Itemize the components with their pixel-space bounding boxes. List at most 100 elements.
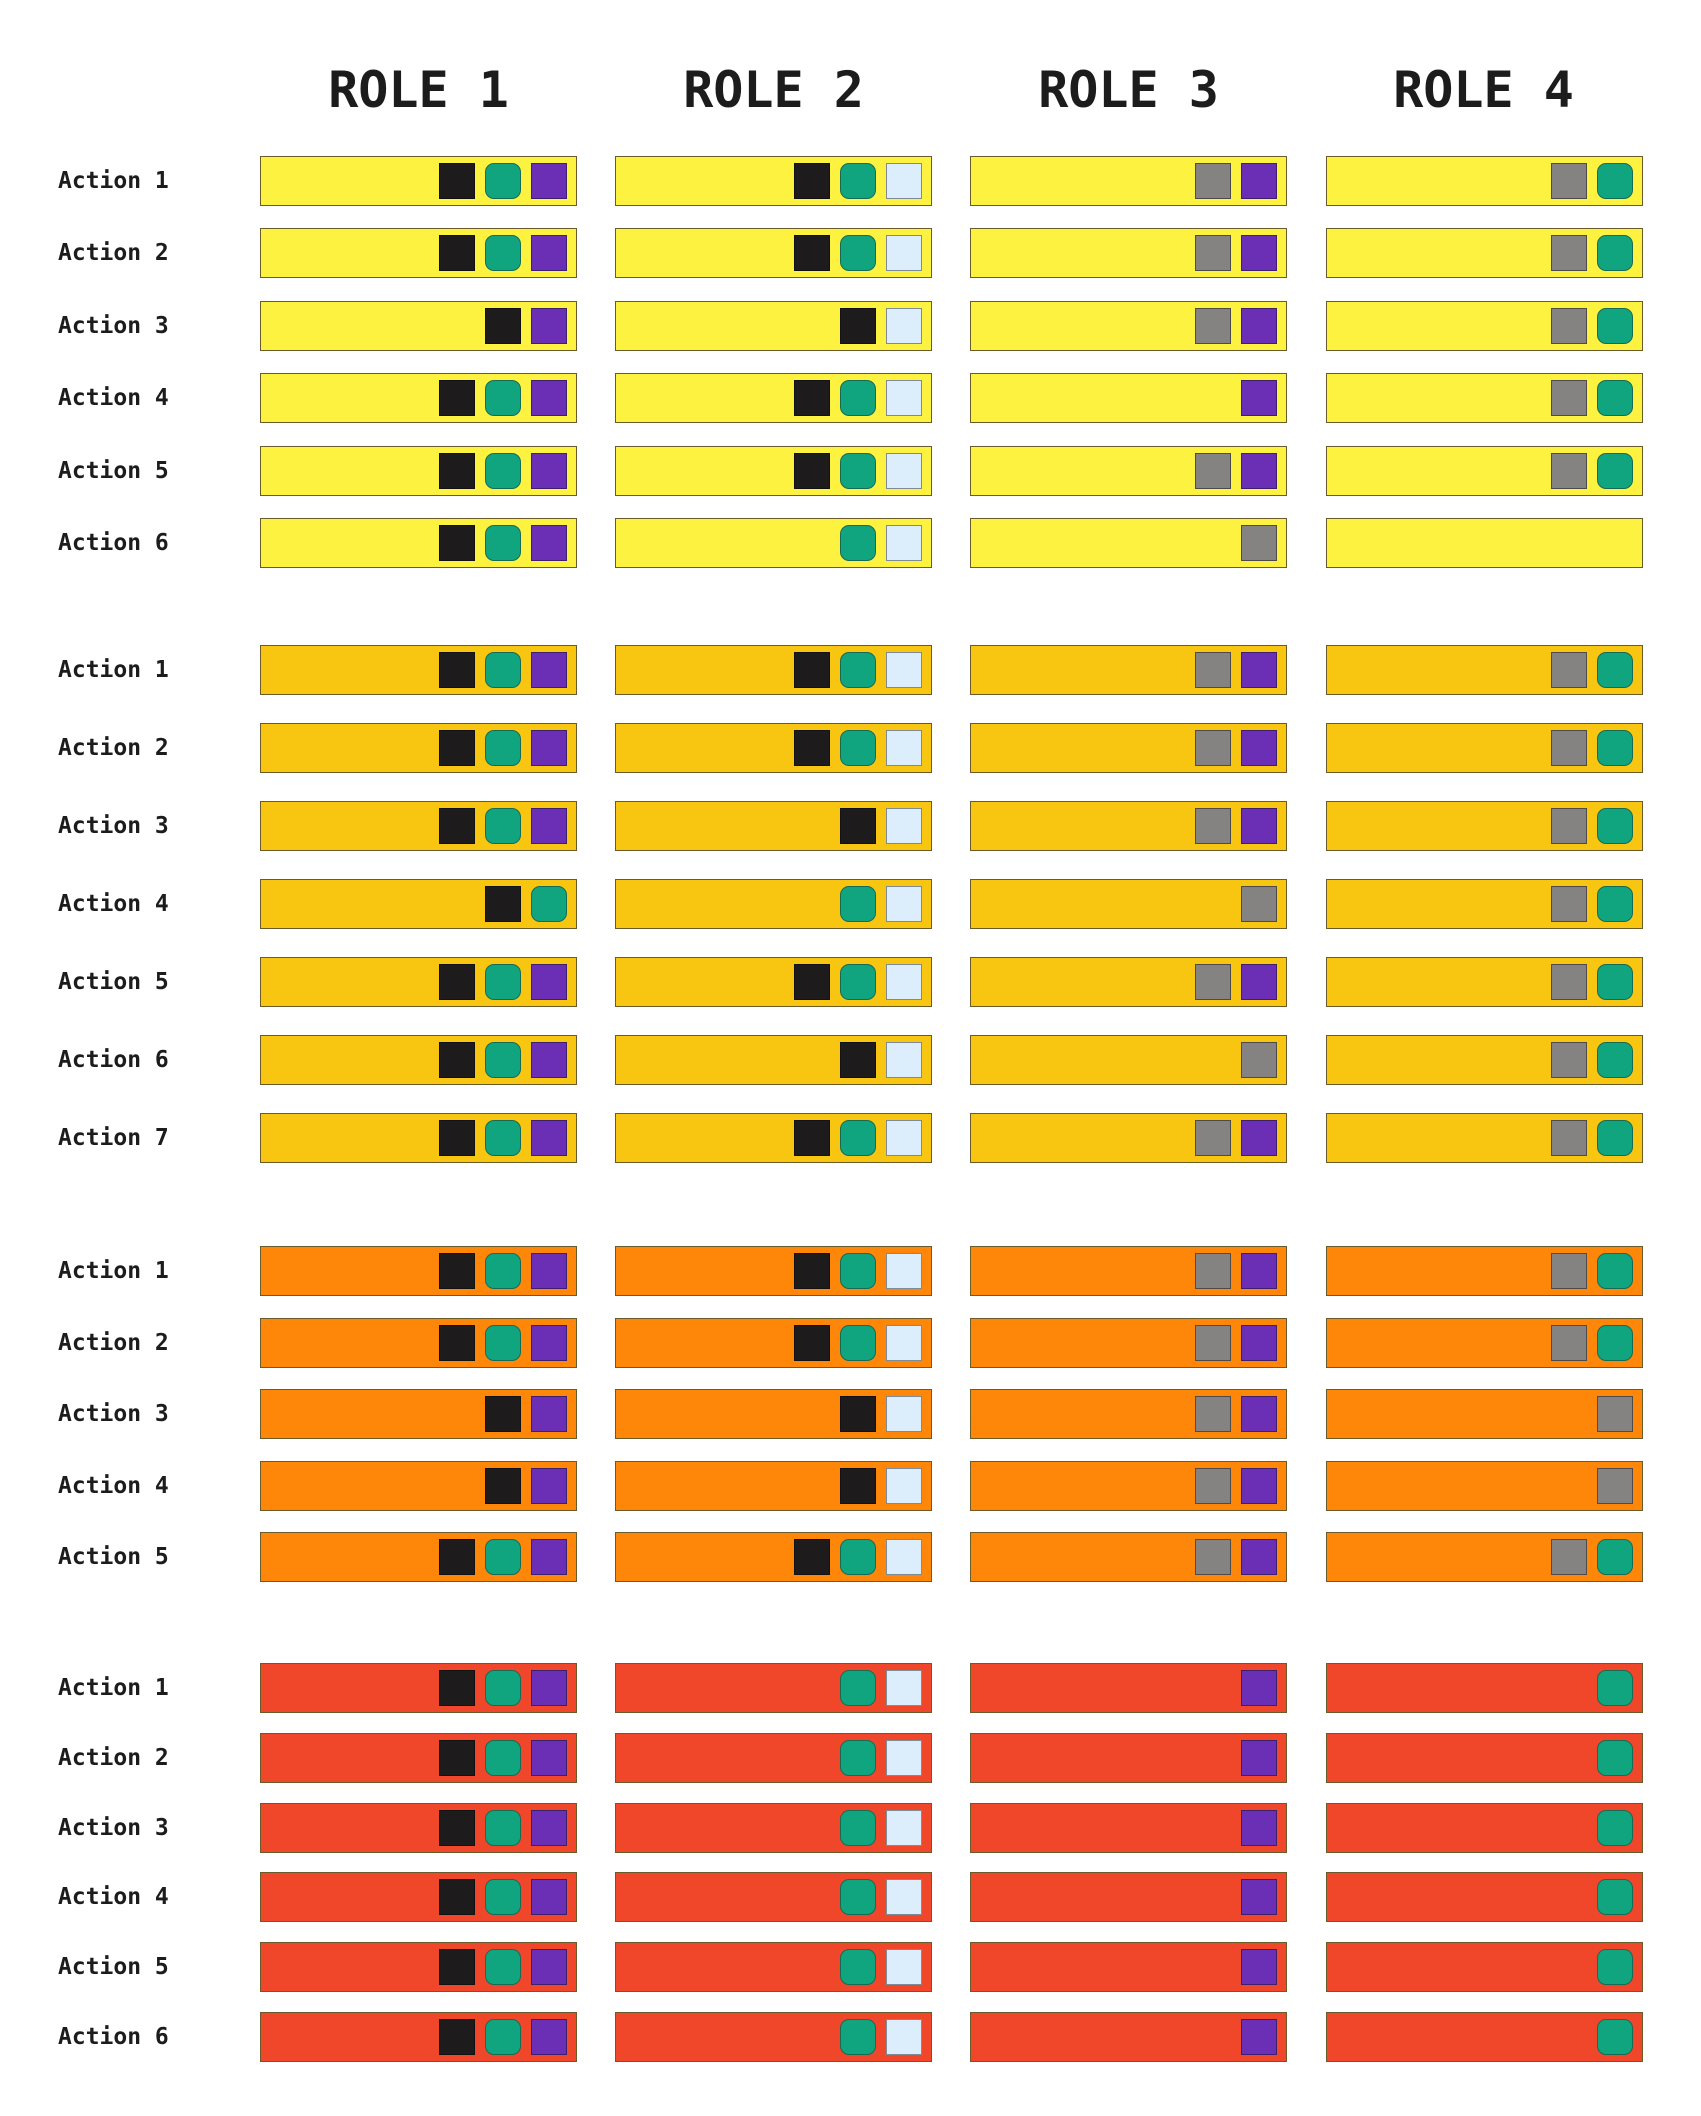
role-3-cell: [970, 1733, 1287, 1783]
light-square-icon: [886, 886, 922, 922]
role-3-cell: [970, 723, 1287, 773]
gray-square-icon: [1195, 308, 1231, 344]
action-label: Action 5: [58, 1544, 169, 1570]
green-square-icon: [1597, 1949, 1633, 1985]
purple-square-icon: [531, 808, 567, 844]
gray-square-icon: [1551, 1539, 1587, 1575]
role-header-2: ROLE 2: [683, 61, 864, 119]
black-square-icon: [439, 964, 475, 1000]
purple-square-icon: [531, 1120, 567, 1156]
green-square-icon: [840, 1670, 876, 1706]
role-2-cell: [615, 1246, 932, 1296]
black-square-icon: [794, 1253, 830, 1289]
gray-square-icon: [1195, 1396, 1231, 1432]
purple-square-icon: [531, 308, 567, 344]
purple-square-icon: [531, 235, 567, 271]
role-2-cell: [615, 801, 932, 851]
green-square-icon: [840, 163, 876, 199]
role-4-cell: [1326, 1803, 1643, 1853]
gray-square-icon: [1551, 380, 1587, 416]
action-label: Action 4: [58, 1884, 169, 1910]
role-3-cell: [970, 1035, 1287, 1085]
light-square-icon: [886, 1468, 922, 1504]
role-header-1: ROLE 1: [328, 61, 509, 119]
role-1-cell: [260, 879, 577, 929]
black-square-icon: [439, 1670, 475, 1706]
light-square-icon: [886, 1396, 922, 1432]
black-square-icon: [439, 1949, 475, 1985]
green-square-icon: [485, 808, 521, 844]
role-3-cell: [970, 518, 1287, 568]
black-square-icon: [794, 730, 830, 766]
green-square-icon: [1597, 730, 1633, 766]
role-1-cell: [260, 1942, 577, 1992]
gray-square-icon: [1551, 1042, 1587, 1078]
green-square-icon: [840, 730, 876, 766]
role-4-cell: [1326, 1663, 1643, 1713]
light-square-icon: [886, 964, 922, 1000]
black-square-icon: [439, 235, 475, 271]
black-square-icon: [439, 1325, 475, 1361]
light-square-icon: [886, 1539, 922, 1575]
role-1-cell: [260, 446, 577, 496]
action-label: Action 2: [58, 1745, 169, 1771]
black-square-icon: [439, 1740, 475, 1776]
role-3-cell: [970, 1461, 1287, 1511]
role-4-cell: [1326, 2012, 1643, 2062]
green-square-icon: [485, 730, 521, 766]
role-4-cell: [1326, 1389, 1643, 1439]
role-4-cell: [1326, 645, 1643, 695]
gray-square-icon: [1551, 808, 1587, 844]
role-2-cell: [615, 1461, 932, 1511]
role-3-cell: [970, 957, 1287, 1007]
green-square-icon: [1597, 1879, 1633, 1915]
role-3-cell: [970, 446, 1287, 496]
green-square-icon: [840, 1325, 876, 1361]
role-1-cell: [260, 1733, 577, 1783]
role-3-cell: [970, 301, 1287, 351]
black-square-icon: [439, 730, 475, 766]
light-square-icon: [886, 1253, 922, 1289]
green-square-icon: [840, 1539, 876, 1575]
role-2-cell: [615, 1733, 932, 1783]
light-square-icon: [886, 652, 922, 688]
black-square-icon: [794, 453, 830, 489]
black-square-icon: [439, 163, 475, 199]
black-square-icon: [439, 2019, 475, 2055]
action-label: Action 3: [58, 313, 169, 339]
light-square-icon: [886, 808, 922, 844]
role-2-cell: [615, 645, 932, 695]
purple-square-icon: [1241, 163, 1277, 199]
action-label: Action 2: [58, 240, 169, 266]
black-square-icon: [485, 308, 521, 344]
light-square-icon: [886, 1670, 922, 1706]
light-square-icon: [886, 308, 922, 344]
role-2-cell: [615, 1803, 932, 1853]
role-2-cell: [615, 446, 932, 496]
purple-square-icon: [531, 1325, 567, 1361]
green-square-icon: [485, 163, 521, 199]
gray-square-icon: [1551, 1325, 1587, 1361]
black-square-icon: [439, 1042, 475, 1078]
green-square-icon: [840, 235, 876, 271]
role-4-cell: [1326, 801, 1643, 851]
role-2-cell: [615, 1318, 932, 1368]
black-square-icon: [840, 808, 876, 844]
light-square-icon: [886, 235, 922, 271]
green-square-icon: [1597, 652, 1633, 688]
green-square-icon: [1597, 1120, 1633, 1156]
role-2-cell: [615, 228, 932, 278]
action-label: Action 6: [58, 530, 169, 556]
purple-square-icon: [531, 652, 567, 688]
role-1-cell: [260, 228, 577, 278]
role-3-cell: [970, 1663, 1287, 1713]
gray-square-icon: [1195, 1253, 1231, 1289]
black-square-icon: [840, 308, 876, 344]
role-1-cell: [260, 801, 577, 851]
green-square-icon: [840, 964, 876, 1000]
role-3-cell: [970, 1942, 1287, 1992]
gray-square-icon: [1195, 1120, 1231, 1156]
green-square-icon: [840, 1949, 876, 1985]
purple-square-icon: [1241, 1879, 1277, 1915]
role-1-cell: [260, 2012, 577, 2062]
